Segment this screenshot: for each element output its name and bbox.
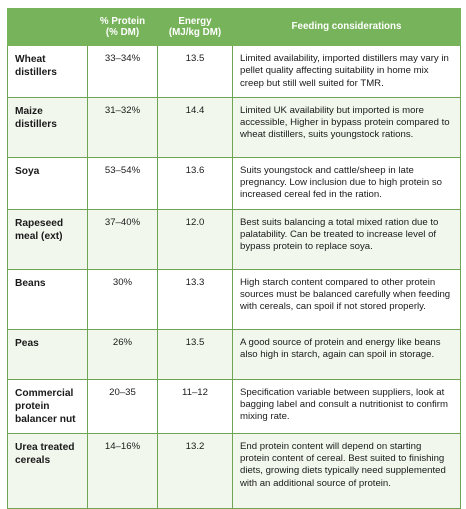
feed-table: % Protein (% DM) Energy (MJ/kg DM) Feeding…	[7, 8, 461, 509]
table-row: Wheat distillers 33–34% 13.5 Limited availa…	[7, 45, 461, 98]
energy: 14.4	[157, 96, 233, 158]
table-row: Commercial protein balancer nut 20–35 11–1…	[7, 378, 461, 434]
feed-name: Commercial protein balancer nut	[7, 378, 88, 434]
feed-name: Urea treated cereals	[7, 432, 88, 509]
feed-name: Soya	[7, 156, 88, 210]
considerations: Limited UK availability but imported is …	[232, 96, 461, 158]
table-row: Maize distillers 31–32% 14.4 Limited UK ava…	[7, 96, 461, 158]
table-body: Wheat distillers 33–34% 13.5 Limited availa…	[7, 45, 461, 509]
considerations: Best suits balancing a total mixed ratio…	[232, 208, 461, 270]
feed-name: Peas	[7, 328, 88, 380]
considerations: A good source of protein and energy like…	[232, 328, 461, 380]
energy: 13.2	[157, 432, 233, 509]
energy: 13.5	[157, 45, 233, 98]
protein: 33–34%	[87, 45, 158, 98]
table-row: Urea treated cereals 14–16% 13.2 End protei…	[7, 432, 461, 509]
table-row: Rapeseed meal (ext) 37–40% 12.0 Best suits …	[7, 208, 461, 270]
table-row: Beans 30% 13.3 High starch content compared…	[7, 268, 461, 330]
energy: 12.0	[157, 208, 233, 270]
considerations: End protein content will depend on start…	[232, 432, 461, 509]
feed-name: Beans	[7, 268, 88, 330]
protein: 26%	[87, 328, 158, 380]
table-row: Peas 26% 13.5 A good source of protein and …	[7, 328, 461, 380]
considerations: Suits youngstock and cattle/sheep in lat…	[232, 156, 461, 210]
considerations: Specification variable between suppliers…	[232, 378, 461, 434]
feed-name: Maize distillers	[7, 96, 88, 158]
column-header	[7, 8, 88, 46]
protein: 53–54%	[87, 156, 158, 210]
column-header: Feeding considerations	[232, 8, 461, 46]
protein: 14–16%	[87, 432, 158, 509]
feed-name: Wheat distillers	[7, 45, 88, 98]
column-header: % Protein (% DM)	[87, 8, 158, 46]
protein: 20–35	[87, 378, 158, 434]
energy: 13.5	[157, 328, 233, 380]
energy: 11–12	[157, 378, 233, 434]
considerations: Limited availability, imported distiller…	[232, 45, 461, 98]
protein: 31–32%	[87, 96, 158, 158]
energy: 13.6	[157, 156, 233, 210]
protein: 37–40%	[87, 208, 158, 270]
header-row: % Protein (% DM) Energy (MJ/kg DM) Feeding…	[7, 8, 461, 46]
energy: 13.3	[157, 268, 233, 330]
table-row: Soya 53–54% 13.6 Suits youngstock and cattl…	[7, 156, 461, 210]
column-header: Energy (MJ/kg DM)	[157, 8, 233, 46]
protein: 30%	[87, 268, 158, 330]
feed-name: Rapeseed meal (ext)	[7, 208, 88, 270]
considerations: High starch content compared to other pr…	[232, 268, 461, 330]
